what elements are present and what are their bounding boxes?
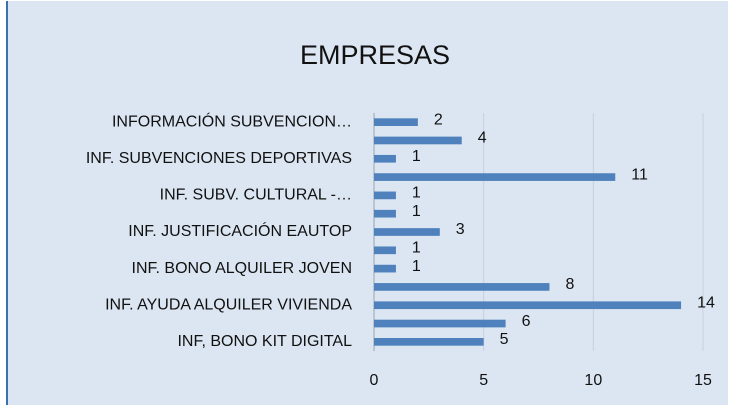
x-tick-label: 10 [584,372,602,389]
bar [374,338,484,346]
data-label: 1 [412,148,421,165]
data-label: 1 [412,185,421,202]
y-tick-label: INF. SUBVENCIONES DEPORTIVAS [86,150,352,167]
data-label: 5 [500,331,509,348]
bar [374,118,418,126]
bar [374,228,440,236]
chart-background [6,1,728,405]
y-tick-label: INF. BONO ALQUILER JOVEN [132,260,353,277]
data-label: 1 [412,203,421,220]
y-tick-label: INF. JUSTIFICACIÓN EAUTOP [128,221,352,240]
y-tick-label: INFORMACIÓN SUBVENCION… [112,111,352,130]
chart-title: EMPRESAS [300,40,450,70]
data-label: 8 [565,276,574,293]
y-tick-label: INF, BONO KIT DIGITAL [177,333,352,350]
x-tick-label: 15 [694,372,712,389]
bar [374,283,550,291]
y-tick-label: INF. SUBV. CULTURAL -… [160,187,352,204]
bar [374,136,462,145]
data-label: 1 [412,258,421,275]
data-label: 1 [412,240,421,257]
data-label: 14 [697,294,715,311]
bar [374,154,396,163]
data-label: 4 [478,130,487,147]
bar [374,246,396,255]
data-label: 3 [456,221,465,238]
data-label: 11 [631,166,648,183]
y-tick-label: INF. AYUDA ALQUILER VIVIENDA [105,296,352,313]
data-label: 6 [522,313,531,330]
bar [374,191,396,200]
bar [374,301,682,310]
bar [374,209,396,218]
bar [374,173,616,181]
x-tick-label: 5 [479,372,488,389]
x-tick-label: 0 [370,372,379,389]
bar [374,319,506,328]
data-label: 2 [434,111,443,128]
bar [374,264,396,273]
